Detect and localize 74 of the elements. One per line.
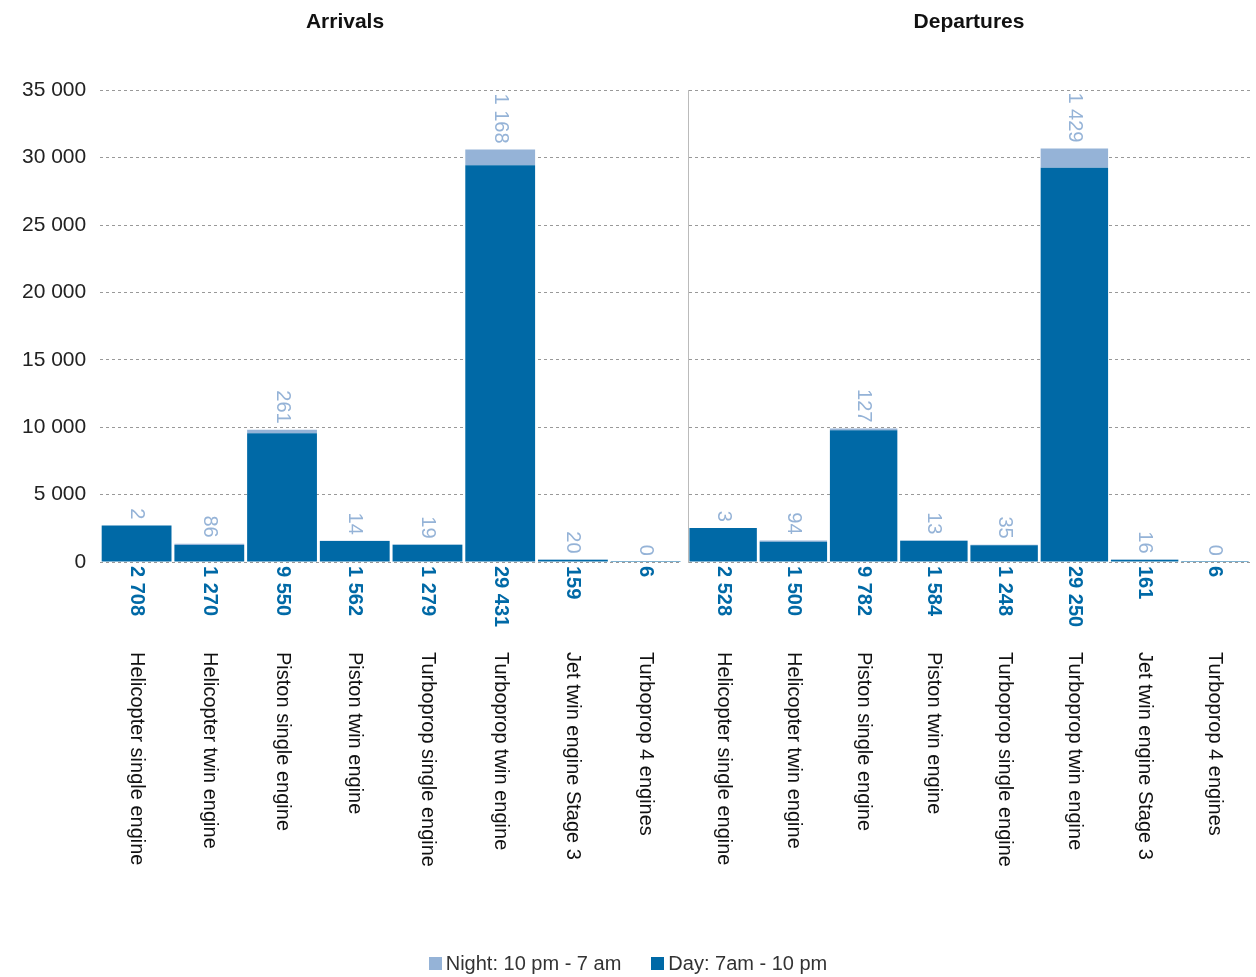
data-label: 20 bbox=[563, 531, 586, 554]
x-tick-label: Jet twin engine Stage 3 bbox=[1135, 652, 1158, 860]
chart-title: Arrivals bbox=[305, 9, 385, 33]
chart-title: Departures bbox=[913, 9, 1025, 33]
data-label: 2 528 bbox=[713, 566, 736, 617]
data-label: 16 bbox=[1135, 531, 1158, 554]
data-label: 2 bbox=[127, 508, 150, 520]
data-label: 19 bbox=[417, 516, 440, 539]
data-label: 1 562 bbox=[345, 566, 368, 617]
bar bbox=[900, 540, 968, 562]
y-tick-label: 10 000 bbox=[22, 414, 87, 437]
data-label: 1 270 bbox=[199, 566, 222, 617]
y-tick-label: 15 000 bbox=[22, 346, 87, 370]
data-label: 0 bbox=[636, 544, 659, 556]
data-label: 9 550 bbox=[272, 566, 295, 617]
x-tick-label: Turboprop single engine bbox=[417, 652, 440, 867]
bar bbox=[247, 433, 317, 562]
data-label: 9 782 bbox=[854, 566, 877, 617]
data-label: 86 bbox=[199, 515, 222, 538]
data-label: 14 bbox=[345, 512, 368, 535]
data-label: 1 168 bbox=[490, 93, 513, 144]
bar bbox=[101, 525, 172, 562]
bar bbox=[174, 544, 245, 562]
y-tick-label: 0 bbox=[74, 548, 87, 572]
data-label: 1 279 bbox=[417, 566, 440, 617]
data-label: 161 bbox=[1135, 566, 1158, 600]
bar bbox=[970, 545, 1038, 562]
data-label: 1 429 bbox=[1064, 92, 1087, 143]
x-tick-label: Helicopter twin engine bbox=[199, 652, 222, 849]
data-label: 94 bbox=[783, 512, 806, 535]
data-label: 159 bbox=[563, 566, 586, 600]
data-label: 1 248 bbox=[994, 566, 1017, 617]
bar bbox=[1040, 148, 1109, 168]
x-tick-label: Turboprop 4 engines bbox=[1205, 652, 1228, 836]
x-tick-label: Turboprop twin engine bbox=[490, 652, 513, 851]
x-tick-label: Turboprop single engine bbox=[994, 652, 1017, 867]
x-tick-label: Turboprop twin engine bbox=[1064, 652, 1087, 851]
y-tick-label: 5 000 bbox=[33, 481, 87, 505]
y-tick-label: 20 000 bbox=[22, 279, 87, 303]
legend-label: Night: 10 pm - 7 am bbox=[445, 952, 622, 975]
x-tick-label: Piston single engine bbox=[854, 652, 877, 832]
bar bbox=[689, 527, 757, 562]
x-tick-label: Helicopter twin engine bbox=[783, 652, 806, 849]
data-label: 1 584 bbox=[924, 566, 947, 617]
data-label: 29 431 bbox=[490, 566, 513, 628]
data-label: 0 bbox=[1205, 544, 1228, 556]
legend-label: Day: 7am - 10 pm bbox=[668, 952, 828, 975]
y-tick-label: 25 000 bbox=[22, 211, 87, 235]
data-label: 6 bbox=[1205, 566, 1228, 578]
data-label: 1 500 bbox=[783, 566, 806, 617]
x-tick-label: Turboprop 4 engines bbox=[636, 652, 659, 836]
data-label: 2 708 bbox=[127, 566, 150, 617]
bar bbox=[465, 149, 536, 166]
data-label: 35 bbox=[994, 516, 1017, 539]
data-label: 261 bbox=[272, 390, 295, 424]
bar bbox=[392, 544, 463, 562]
x-tick-label: Helicopter single engine bbox=[713, 652, 736, 866]
bar bbox=[319, 540, 390, 562]
bar bbox=[1040, 167, 1109, 562]
x-tick-label: Piston single engine bbox=[272, 652, 295, 832]
data-label: 29 250 bbox=[1064, 566, 1087, 628]
bar bbox=[759, 541, 828, 562]
bar bbox=[829, 430, 898, 562]
y-tick-label: 30 000 bbox=[22, 144, 87, 168]
data-label: 3 bbox=[713, 510, 736, 522]
data-label: 6 bbox=[636, 566, 659, 578]
data-label: 13 bbox=[924, 512, 947, 535]
x-tick-label: Jet twin engine Stage 3 bbox=[563, 652, 586, 860]
data-label: 127 bbox=[854, 389, 877, 423]
x-tick-label: Helicopter single engine bbox=[127, 652, 150, 866]
x-tick-label: Piston twin engine bbox=[345, 652, 368, 815]
x-tick-label: Piston twin engine bbox=[924, 652, 947, 815]
y-tick-label: 35 000 bbox=[22, 77, 87, 100]
bar bbox=[465, 165, 536, 562]
